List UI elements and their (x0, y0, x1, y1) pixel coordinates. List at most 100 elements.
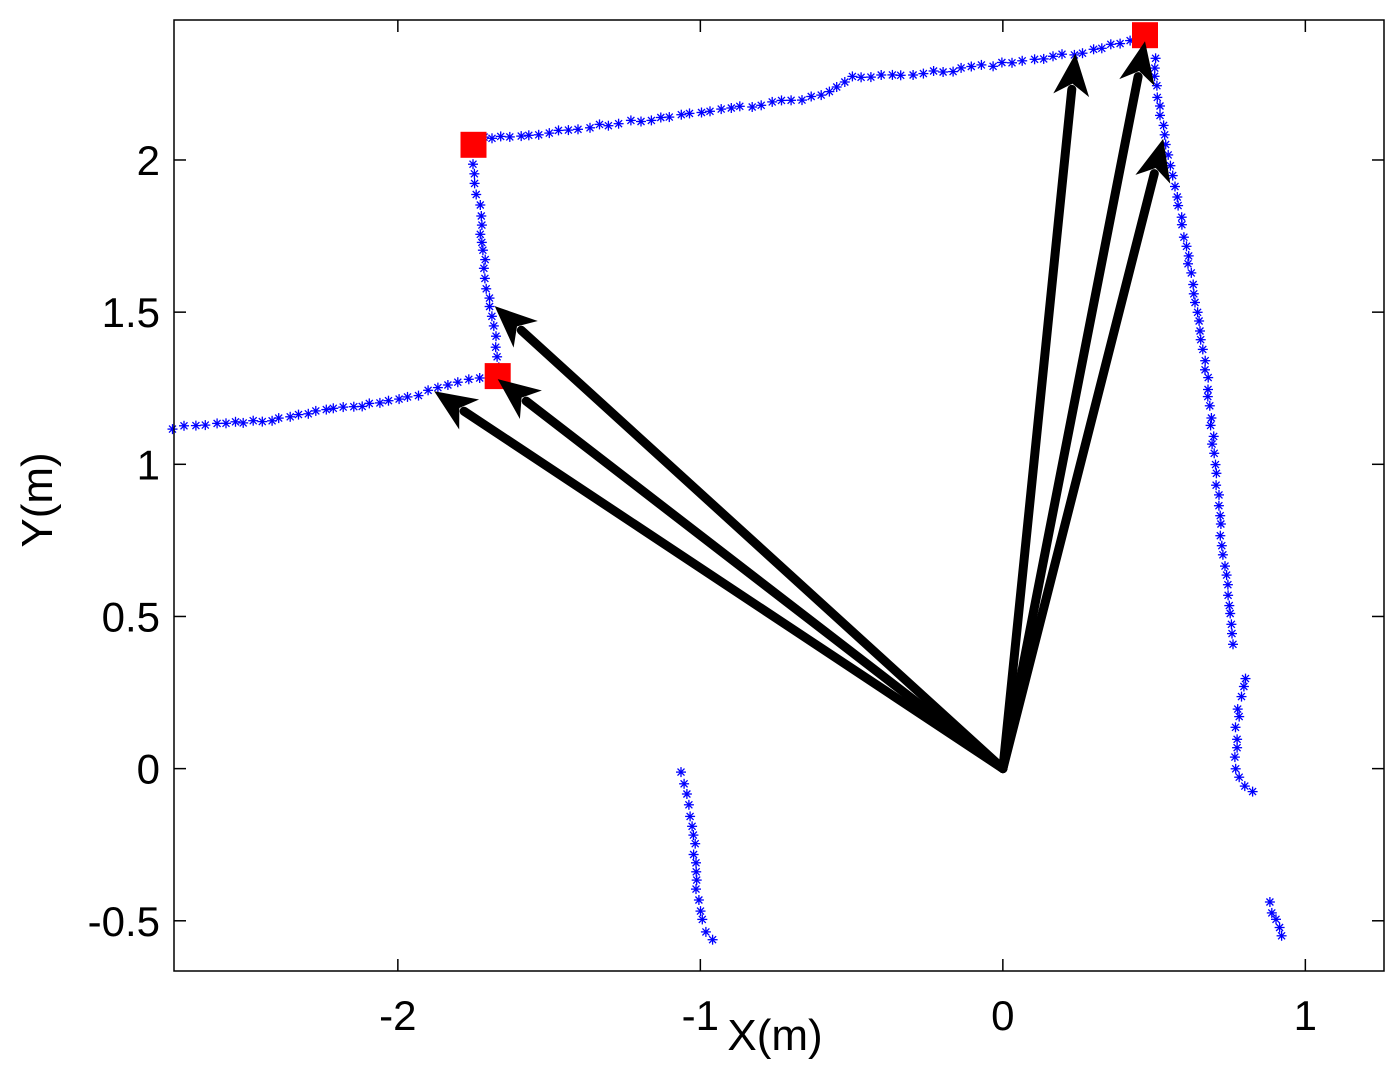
scan-point (1188, 288, 1199, 299)
scan-point (1048, 51, 1058, 62)
scan-point (1151, 80, 1162, 91)
scan-point (918, 68, 929, 79)
scan-point (477, 245, 488, 256)
scan-point (230, 416, 241, 427)
scan-point (688, 830, 699, 841)
laser-scan-points (167, 35, 1287, 945)
scan-point (1216, 540, 1227, 551)
vector-arrow (998, 53, 1090, 774)
scan-point (1077, 48, 1088, 59)
scan-point (1206, 413, 1217, 423)
scan-point (1213, 500, 1224, 511)
scan-point (190, 420, 201, 431)
scan-point (1017, 55, 1028, 66)
scan-point (1223, 590, 1234, 601)
scan-point (685, 811, 696, 822)
scan-point (1155, 110, 1165, 121)
scan-point (463, 374, 474, 385)
scan-point (747, 102, 758, 112)
scan-point (474, 373, 485, 383)
scan-point (908, 70, 919, 80)
x-tick-label: 0 (991, 992, 1014, 1039)
scan-point (328, 403, 339, 414)
scan-point (476, 211, 487, 221)
scan-point (705, 106, 715, 117)
scan-point (413, 390, 424, 401)
scan-point (495, 131, 506, 142)
scan-point (697, 914, 708, 925)
scan-point (1239, 781, 1250, 792)
scan-point (1264, 897, 1275, 907)
scan-point (683, 799, 694, 810)
scan-point (471, 189, 482, 200)
scan-point (492, 351, 503, 362)
scan-point (212, 418, 223, 429)
scan-point (1207, 439, 1218, 450)
scan-point (1232, 704, 1243, 715)
axis-ticks: -2 -1 0 1 -0.5 0 0.5 1 1.5 2 (88, 20, 1384, 1039)
scan-point (478, 263, 489, 274)
scan-point (1190, 297, 1200, 308)
scan-point (1271, 914, 1281, 925)
y-axis-label: Y(m) (13, 452, 62, 547)
scan-point (1096, 43, 1107, 54)
scan-point (756, 100, 767, 111)
scan-point (1195, 334, 1206, 345)
scan-point (432, 382, 443, 393)
corner-marker (460, 131, 487, 158)
scan-point (776, 95, 787, 106)
scan-point (839, 77, 850, 87)
scan-point (1007, 57, 1017, 68)
scan-point (348, 401, 359, 412)
y-tick-label: 0.5 (102, 593, 160, 640)
scan-point (1229, 752, 1240, 763)
y-tick-label: 2 (137, 137, 160, 184)
scan-point (481, 283, 492, 294)
scan-point (856, 72, 867, 83)
scan-point (966, 61, 977, 72)
scan-point (1115, 38, 1126, 49)
scan-point (707, 934, 718, 945)
scan-point (468, 159, 478, 170)
scan-point (553, 125, 564, 136)
scan-point (200, 420, 211, 431)
scan-point (1155, 101, 1165, 111)
scan-point (676, 109, 687, 120)
scan-point (1205, 420, 1216, 431)
scan-point (273, 413, 284, 424)
scan-point (716, 104, 727, 115)
scan-point (1192, 307, 1203, 318)
scan-point (1215, 519, 1226, 529)
scan-point (1220, 561, 1230, 572)
x-tick-label: -1 (682, 992, 719, 1039)
scan-point (1226, 619, 1237, 630)
vector-arrow (998, 138, 1171, 774)
scan-point (488, 320, 499, 331)
scan-point (691, 875, 702, 886)
vector-arrow (494, 306, 1008, 774)
scan-point (684, 108, 695, 119)
scan-point (1167, 170, 1178, 181)
scan-point (516, 131, 527, 142)
scan-point (1200, 364, 1210, 375)
scan-point (948, 66, 959, 77)
scan-point (504, 131, 515, 142)
scan-point (480, 254, 491, 265)
scan-point (338, 402, 349, 413)
scan-point (847, 71, 858, 82)
scan-point (1225, 608, 1236, 619)
scan-point (486, 311, 497, 322)
scan-point (1202, 391, 1213, 402)
scan-point (1165, 160, 1176, 171)
scan-point (646, 115, 657, 126)
scan-point (976, 59, 987, 70)
y-tick-label: 1.5 (102, 289, 160, 336)
scan-point (1209, 448, 1220, 459)
scan-point (469, 168, 480, 179)
scan-point (1176, 219, 1187, 230)
x-tick-label: 1 (1294, 992, 1317, 1039)
scan-point (469, 178, 480, 189)
scan-point (1247, 786, 1258, 797)
scan-point (394, 394, 405, 405)
scan-point (402, 391, 413, 402)
